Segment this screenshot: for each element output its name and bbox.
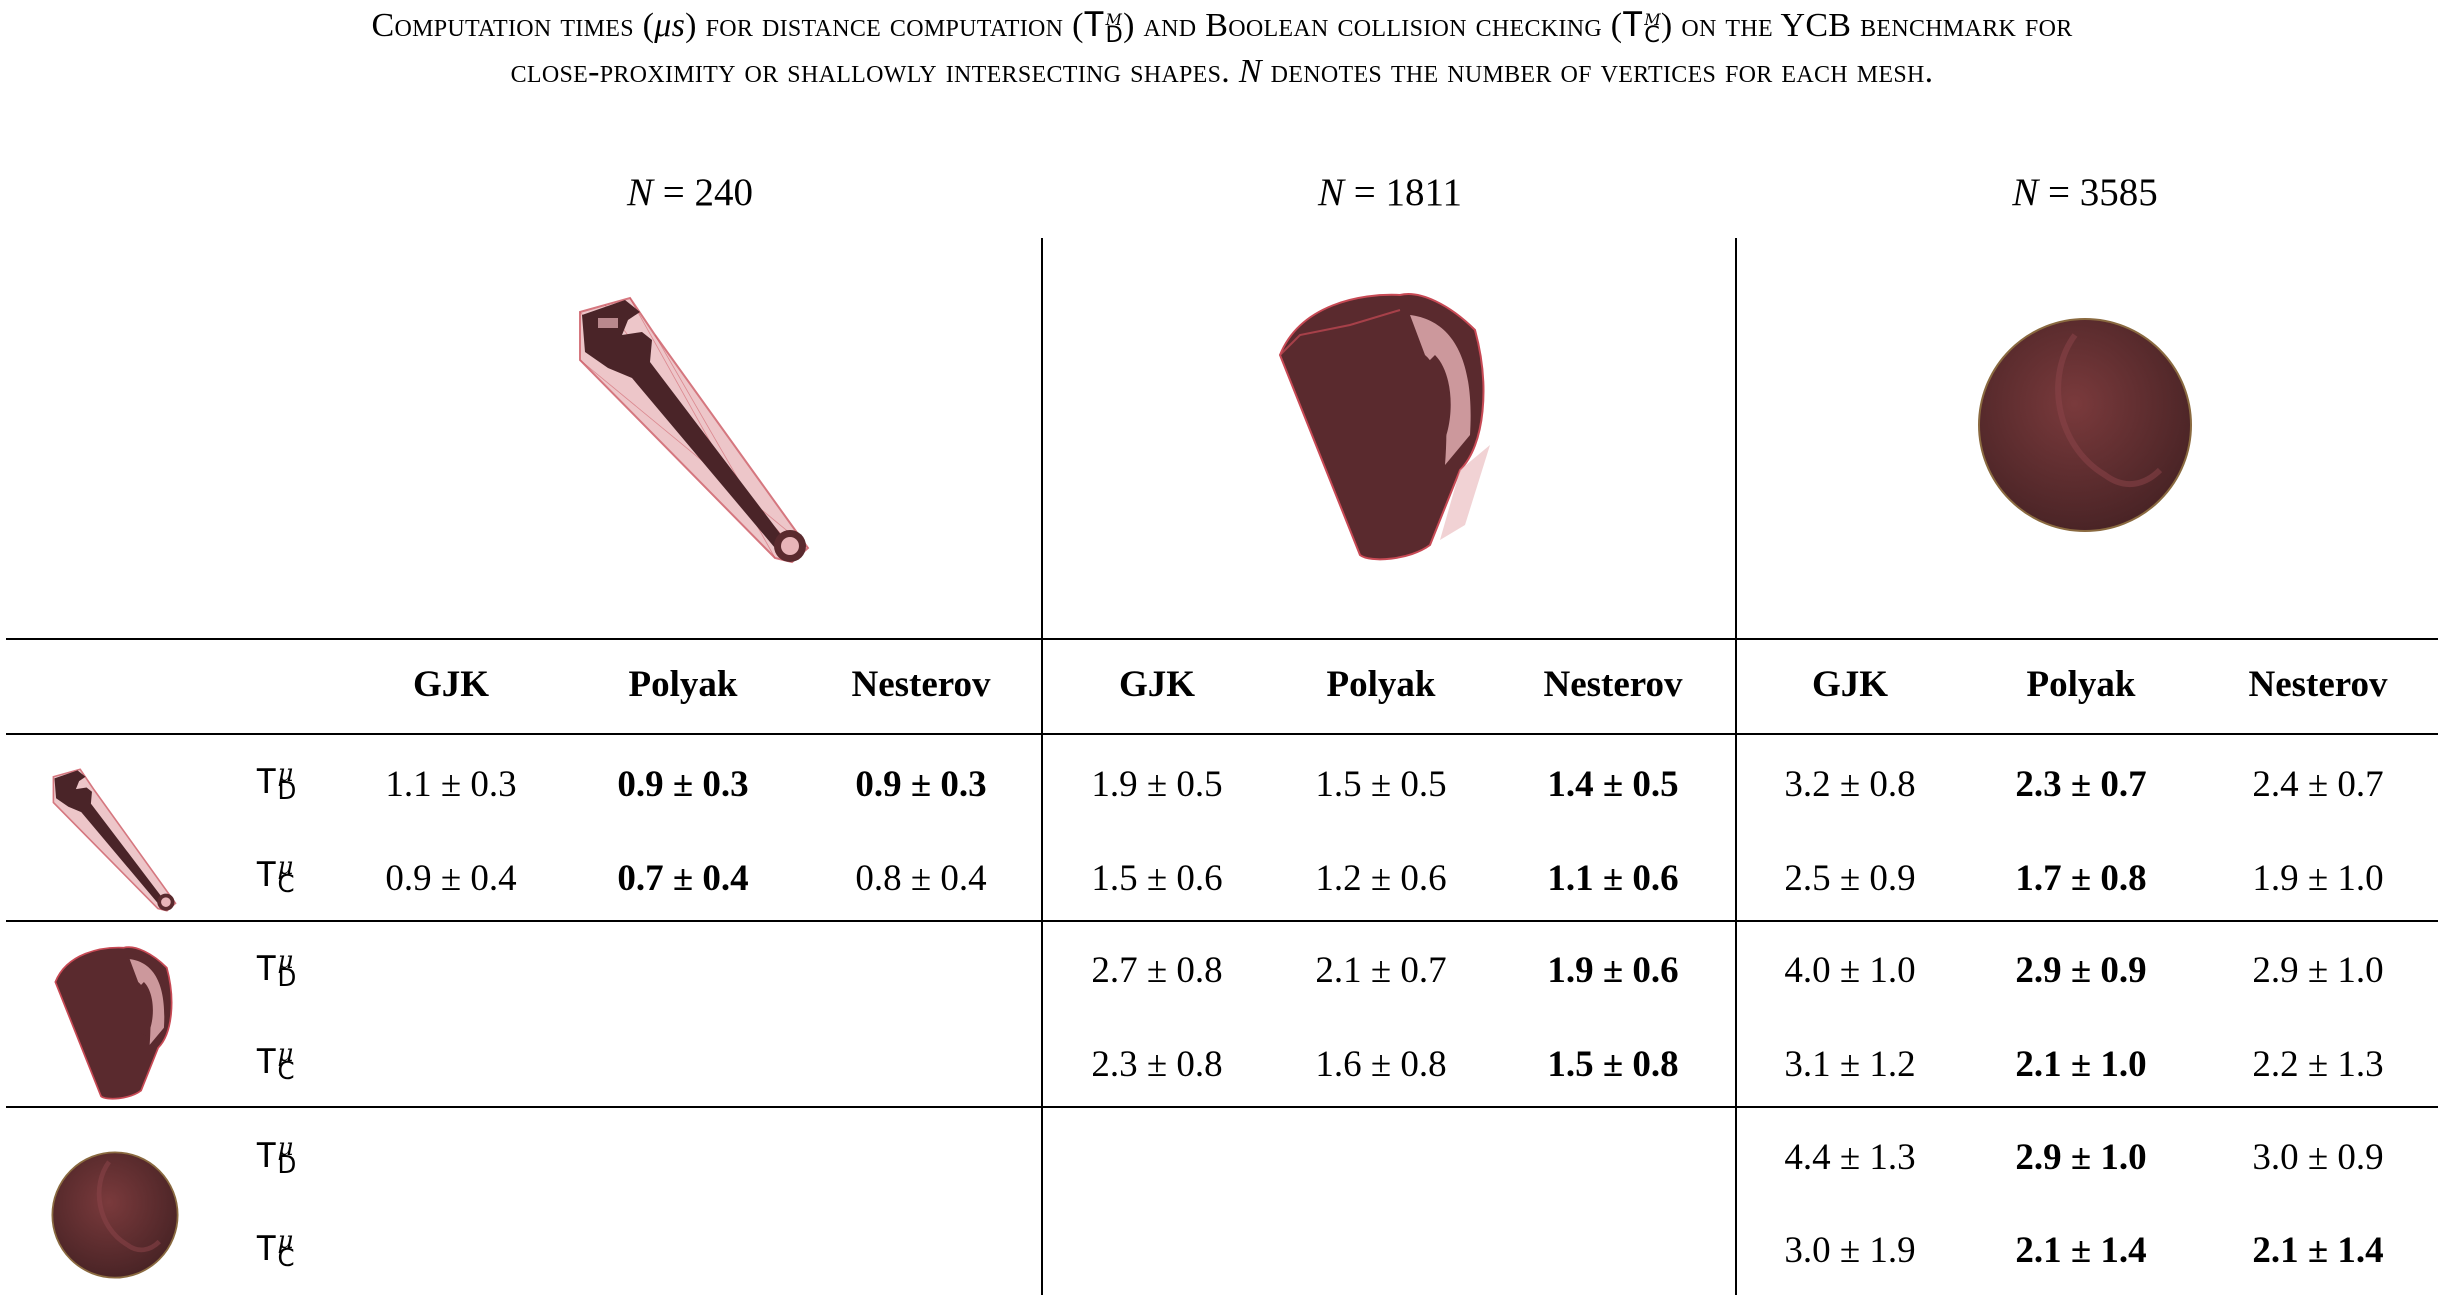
table-cell-td-r3-c9: 3.0 ± 0.9 [2252, 1137, 2384, 1178]
pitcher-mesh-icon [1278, 293, 1490, 561]
table-cell-td-r1-c1: 1.1 ± 0.3 [385, 764, 517, 805]
group-divider-1 [1041, 238, 1043, 1295]
table-cell-td-r2-c4: 2.7 ± 0.8 [1091, 950, 1223, 991]
table-cell-td-r2-c9: 2.9 ± 1.0 [2252, 950, 2384, 991]
table-cell-tc-r1-c5: 1.2 ± 0.6 [1315, 858, 1447, 899]
table-cell-tc-r1-c8: 1.7 ± 0.8 [2015, 858, 2147, 899]
table-cell-td-r1-c9: 2.4 ± 0.7 [2252, 764, 2384, 805]
table-cell-td-r3-c8: 2.9 ± 1.0 [2015, 1137, 2147, 1178]
table-cell-tc-r3-c7: 3.0 ± 1.9 [1784, 1230, 1916, 1271]
table-cell-td-r1-c4: 1.9 ± 0.5 [1091, 764, 1223, 805]
table-cell-td-r1-c2: 0.9 ± 0.3 [617, 764, 749, 805]
table-cell-tc-r2-c8: 2.1 ± 1.0 [2015, 1044, 2147, 1085]
col-header-gjk-3585: GJK [1811, 664, 1889, 705]
col-header-gjk-1811: GJK [1118, 664, 1196, 705]
group-header-240: N = 240 [626, 171, 753, 214]
col-header-polyak-1811: Polyak [1326, 664, 1436, 705]
col-header-polyak-240: Polyak [628, 664, 738, 705]
table-cell-tc-r2-c7: 3.1 ± 1.2 [1784, 1044, 1916, 1085]
row-ball-mesh-icon [51, 1151, 179, 1279]
table-cell-tc-r3-c9: 2.1 ± 1.4 [2252, 1230, 2384, 1271]
col-header-nesterov-1811: Nesterov [1543, 664, 1683, 705]
table-rule-row-2 [6, 1106, 2438, 1108]
caption-line-1: Computation times (μs) for distance comp… [371, 4, 2073, 48]
group-divider-2 [1735, 238, 1737, 1295]
table-cell-tc-r2-c5: 1.6 ± 0.8 [1315, 1044, 1447, 1085]
table-cell-tc-r2-c6: 1.5 ± 0.8 [1547, 1044, 1679, 1085]
table-cell-td-r1-c6: 1.4 ± 0.5 [1547, 764, 1679, 805]
ball-mesh-icon [1978, 318, 2192, 532]
table-cell-td-r1-c7: 3.2 ± 0.8 [1784, 764, 1916, 805]
table-cell-tc-r1-c6: 1.1 ± 0.6 [1547, 858, 1679, 899]
table-cell-tc-r2-c9: 2.2 ± 1.3 [2252, 1044, 2384, 1085]
table-cell-td-r2-c8: 2.9 ± 0.9 [2015, 950, 2147, 991]
table-cell-tc-r1-c4: 1.5 ± 0.6 [1091, 858, 1223, 899]
table-cell-tc-r1-c1: 0.9 ± 0.4 [385, 858, 517, 899]
table-rule-row-1 [6, 920, 2438, 922]
group-header-1811: N = 1811 [1317, 171, 1463, 214]
row-pitcher-mesh-icon [54, 946, 173, 1100]
col-header-nesterov-3585: Nesterov [2248, 664, 2388, 705]
table-rule-top [6, 638, 2438, 640]
col-header-nesterov-240: Nesterov [851, 664, 991, 705]
table-cell-tc-r1-c9: 1.9 ± 1.0 [2252, 858, 2384, 899]
row-wrench-mesh-icon [52, 768, 177, 912]
table-cell-td-r1-c8: 2.3 ± 0.7 [2015, 764, 2147, 805]
table-cell-td-r1-c3: 0.9 ± 0.3 [855, 764, 987, 805]
table-cell-td-r2-c7: 4.0 ± 1.0 [1784, 950, 1916, 991]
table-cell-td-r3-c7: 4.4 ± 1.3 [1784, 1137, 1916, 1178]
caption-line-2: close-proximity or shallowly intersectin… [510, 53, 1934, 90]
table-cell-tc-r2-c4: 2.3 ± 0.8 [1091, 1044, 1223, 1085]
col-header-gjk-240: GJK [412, 664, 490, 705]
table-cell-tc-r1-c2: 0.7 ± 0.4 [617, 858, 749, 899]
table-cell-tc-r1-c7: 2.5 ± 0.9 [1784, 858, 1916, 899]
table-caption: Computation times (μs) for distance comp… [0, 2, 2444, 95]
col-header-polyak-3585: Polyak [2026, 664, 2136, 705]
table-cell-td-r2-c5: 2.1 ± 0.7 [1315, 950, 1447, 991]
table-rule-header [6, 733, 2438, 735]
table-cell-td-r1-c5: 1.5 ± 0.5 [1315, 764, 1447, 805]
wrench-mesh-icon [579, 296, 810, 564]
table-cell-tc-r3-c8: 2.1 ± 1.4 [2015, 1230, 2147, 1271]
group-header-3585: N = 3585 [2012, 171, 2158, 214]
table-cell-tc-r1-c3: 0.8 ± 0.4 [855, 858, 987, 899]
table-cell-td-r2-c6: 1.9 ± 0.6 [1547, 950, 1679, 991]
